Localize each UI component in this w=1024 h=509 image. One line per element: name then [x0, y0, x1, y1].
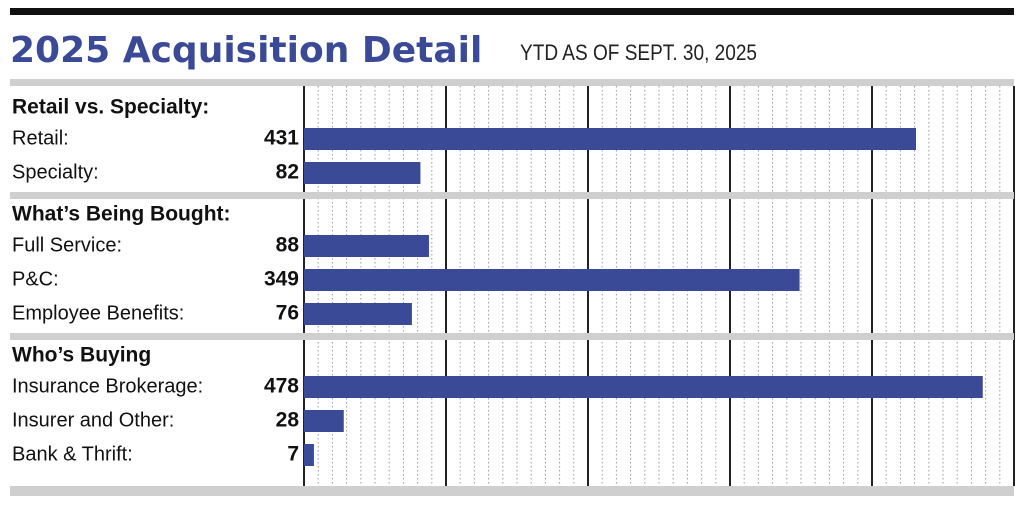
value-label: 431: [264, 127, 299, 150]
bar: [304, 235, 429, 257]
value-label: 88: [276, 234, 300, 257]
section-separator: [10, 192, 1014, 199]
category-label: Insurer and Other:: [12, 409, 174, 431]
category-label: Insurance Brokerage:: [12, 375, 203, 397]
group-label: Retail vs. Specialty:: [12, 96, 209, 119]
section-separator: [10, 333, 1014, 340]
bar: [304, 303, 412, 325]
group-label: Who’s Buying: [12, 344, 151, 367]
chart-title: 2025 Acquisition Detail: [10, 30, 482, 71]
top-rule: [10, 8, 1014, 15]
plot: Retail vs. Specialty: Retail: 431 Specialty…: [10, 96, 1014, 496]
value-label: 28: [276, 409, 300, 432]
bar: [304, 162, 421, 184]
value-label: 82: [276, 161, 299, 184]
category-label: Retail:: [12, 127, 69, 149]
bar: [304, 269, 800, 291]
value-label: 7: [287, 443, 299, 466]
category-label: Specialty:: [12, 161, 99, 183]
value-label: 349: [264, 268, 299, 291]
bottom-rule: [10, 486, 1014, 496]
category-label: P&C:: [12, 268, 59, 290]
category-label: Bank & Thrift:: [12, 443, 133, 465]
bar: [304, 376, 983, 398]
value-label: 76: [276, 302, 299, 325]
bar: [304, 128, 917, 150]
category-label: Full Service:: [12, 234, 122, 256]
chart-subtitle: YTD AS OF SEPT. 30, 2025: [520, 40, 757, 65]
title-rule: [10, 79, 1014, 86]
bar: [304, 444, 314, 466]
group-label: What’s Being Bought:: [12, 203, 231, 226]
value-label: 478: [264, 375, 299, 398]
category-label: Employee Benefits:: [12, 302, 184, 324]
bar: [304, 410, 344, 432]
